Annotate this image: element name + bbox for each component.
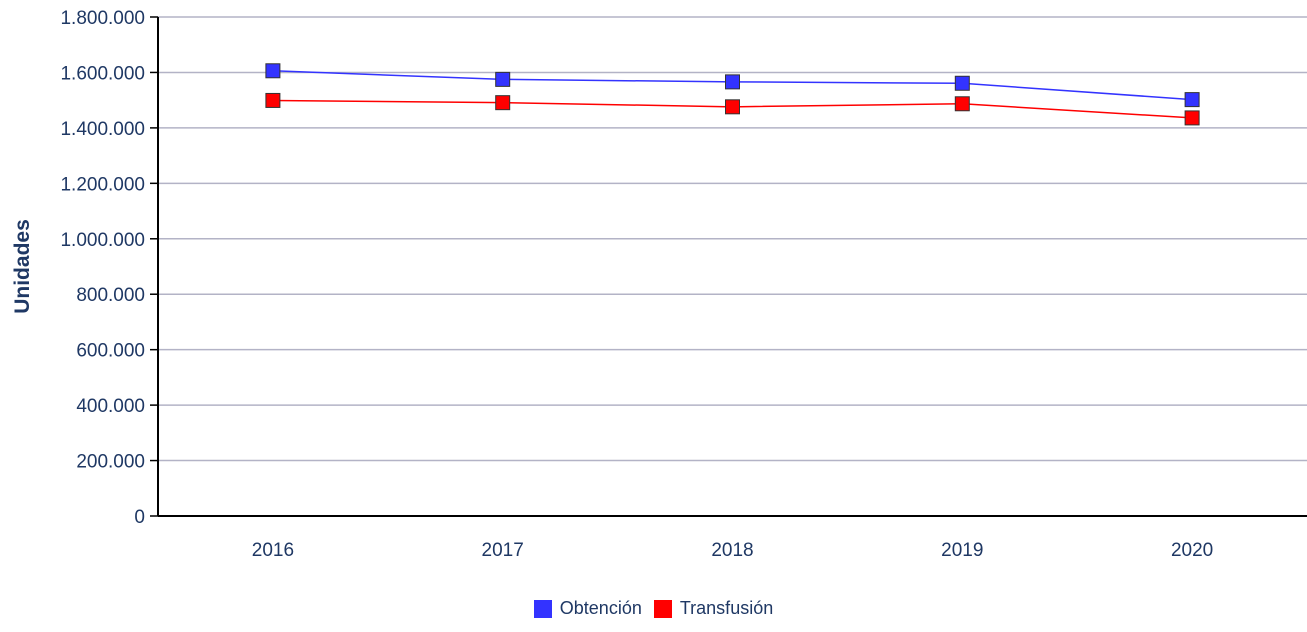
y-axis-title: Unidades: [11, 219, 34, 314]
legend-label-transfusion: Transfusión: [679, 598, 774, 618]
x-tick-label: 2016: [252, 540, 294, 561]
series-1: [265, 92, 1200, 126]
data-point[interactable]: [495, 95, 511, 111]
y-tick-label: 1.000.000: [60, 230, 145, 251]
y-tick-label: 800.000: [76, 285, 145, 306]
axes: [157, 17, 1307, 517]
data-point[interactable]: [725, 74, 740, 90]
data-point[interactable]: [954, 96, 970, 112]
data-point[interactable]: [265, 92, 281, 108]
series-0: [265, 63, 1200, 108]
data-point[interactable]: [1184, 110, 1200, 126]
data-point[interactable]: [725, 99, 740, 115]
gridlines: [158, 16, 1307, 462]
legend-label-obtencion: Obtención: [559, 598, 642, 618]
y-axis-ticks: 0 200.000 400.000 600.000 800.000 1.000.000 1.…: [60, 8, 158, 528]
y-tick-label: 600.000: [76, 341, 145, 362]
y-tick-label: 200.000: [76, 452, 145, 473]
data-point[interactable]: [1184, 92, 1200, 108]
y-tick-label: 0: [134, 507, 145, 528]
data-point[interactable]: [265, 63, 281, 79]
legend-swatch-obtencion: [533, 599, 552, 618]
x-axis-ticks: 2016 2017 2018 2019 2020: [252, 540, 1213, 561]
data-point[interactable]: [495, 71, 511, 87]
y-tick-label: 400.000: [76, 396, 145, 417]
legend-item-transfusion[interactable]: Transfusión: [653, 598, 774, 619]
x-tick-label: 2017: [482, 540, 524, 561]
y-tick-label: 1.800.000: [60, 8, 145, 29]
data-point[interactable]: [954, 75, 970, 91]
legend-swatch-transfusion: [653, 599, 672, 618]
legend-item-obtencion[interactable]: Obtención: [533, 598, 642, 619]
y-tick-label: 1.600.000: [60, 63, 145, 84]
legend: Obtención Transfusión: [0, 598, 1307, 619]
series: [265, 63, 1200, 126]
y-tick-label: 1.400.000: [60, 119, 145, 140]
x-tick-label: 2020: [1171, 540, 1213, 561]
y-tick-label: 1.200.000: [60, 174, 145, 195]
x-tick-label: 2018: [711, 540, 753, 561]
x-tick-label: 2019: [941, 540, 983, 561]
